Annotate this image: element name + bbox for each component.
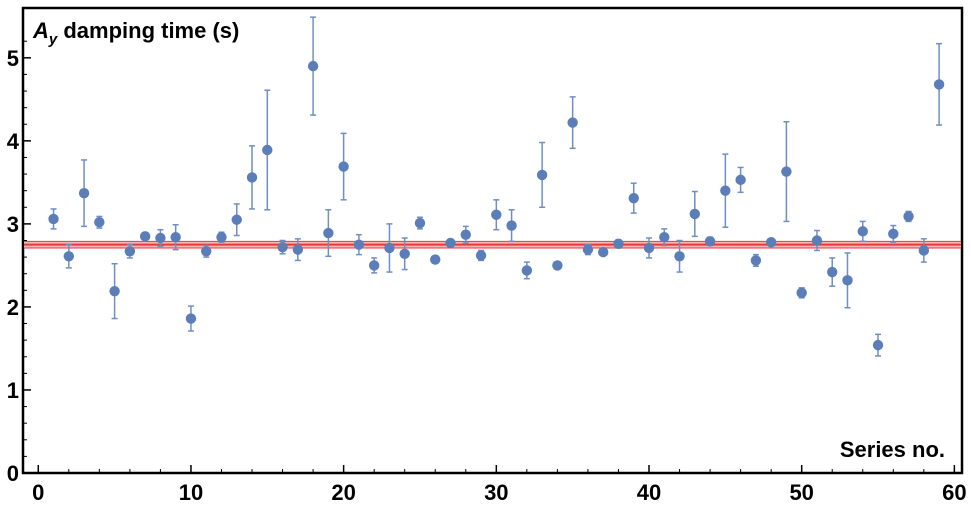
data-point [521,265,533,276]
data-point [735,174,746,186]
data-point [460,229,471,240]
data-point [659,231,670,243]
data-point [262,144,273,156]
data-point [506,220,517,231]
data-point [842,275,853,286]
y-tick-label: 2 [7,295,19,320]
x-axis-label: Series no. [840,437,945,462]
data-point [888,228,899,240]
data-point [536,169,548,181]
y-tick-label: 5 [7,46,19,71]
title-subscript: y [48,31,58,48]
data-point [781,166,792,177]
x-tick-label: 30 [484,480,508,505]
data-point [155,232,166,244]
data-point [246,172,258,183]
y-tick-label: 0 [7,461,19,486]
data-point [765,236,777,248]
data-point [933,79,945,90]
data-point [48,213,59,225]
data-point [445,237,456,249]
data-point [430,254,441,265]
data-point [827,266,838,278]
data-point [796,287,807,299]
y-tick-label: 1 [7,378,19,403]
data-point [216,231,227,243]
data-point [613,238,624,250]
mean-line-group [24,240,961,249]
data-point [857,226,868,237]
data-point [689,208,701,220]
data-point [124,246,136,257]
x-tick-label: 60 [942,480,966,505]
data-point [139,231,151,242]
data-point [384,242,395,254]
data-point [368,260,380,271]
data-point [903,211,914,222]
data-point [643,242,655,254]
x-tick-label: 50 [789,480,813,505]
data-point [63,251,75,262]
data-point [338,161,349,172]
data-point [307,60,319,72]
data-point [674,251,685,262]
chart-title: Ay damping time (s) [32,18,239,48]
y-tick-label: 4 [7,129,20,154]
data-point [491,209,502,220]
data-point [811,235,823,246]
axis-ticks-group: 0 10 20 30 40 50 60 0 1 2 3 4 5 [7,40,967,505]
data-point [109,285,120,297]
data-point [414,217,426,229]
data-point [94,217,105,228]
data-point [323,227,334,239]
data-point [597,246,609,258]
x-tick-label: 40 [637,480,661,505]
data-point [872,339,884,351]
title-text: damping time (s) [57,18,239,43]
data-point [277,241,288,253]
data-point [720,185,731,196]
data-point [750,255,762,266]
data-point [582,244,594,255]
data-point [78,187,90,199]
title-symbol: A [32,18,49,43]
data-point [399,248,410,259]
x-tick-label: 20 [331,480,355,505]
y-tick-label: 3 [7,212,19,237]
data-point [918,245,930,256]
data-point [353,239,365,250]
data-point [170,231,181,243]
data-point [201,246,212,257]
data-point [185,313,197,324]
data-point [567,117,578,128]
x-tick-label: 0 [32,480,44,505]
data-point [475,250,487,261]
x-tick-label: 10 [179,480,203,505]
data-point [628,192,639,204]
data-points-group [48,16,945,357]
data-point [552,260,563,271]
data-point [231,214,242,225]
data-point [292,244,304,255]
data-point [704,236,716,247]
